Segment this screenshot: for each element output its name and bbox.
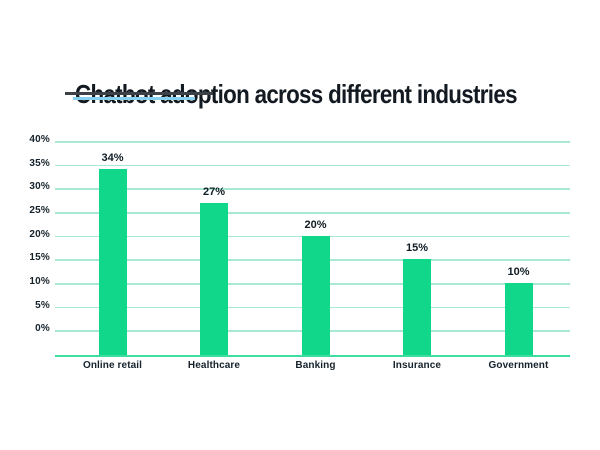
gridline — [55, 164, 570, 167]
x-axis-label: Healthcare — [187, 360, 241, 371]
title-underline-accent — [73, 97, 195, 100]
y-axis-tick-label: 15% — [29, 252, 50, 264]
x-axis-line — [55, 354, 570, 357]
x-axis-label: Government — [488, 360, 549, 371]
bar — [403, 259, 431, 356]
bar-value-label: 27% — [202, 185, 226, 198]
bar-value-label: 34% — [101, 152, 124, 165]
title-underline-dark — [65, 92, 213, 95]
bar-value-label: 20% — [304, 218, 327, 231]
bar — [301, 235, 330, 356]
gridline — [55, 212, 570, 214]
x-axis-label: Insurance — [392, 360, 442, 371]
y-axis-tick-label: 20% — [29, 228, 50, 240]
bar-value-label: 15% — [405, 242, 429, 255]
x-axis-label: Online retail — [82, 360, 143, 371]
y-axis-tick-label: 25% — [29, 205, 50, 216]
x-axis-label: Banking — [295, 360, 336, 371]
y-axis-tick-label: 5% — [35, 299, 50, 311]
bar — [98, 169, 127, 356]
gridline — [55, 141, 570, 143]
y-axis-tick-label: 40% — [29, 134, 50, 145]
y-axis-tick-label: 30% — [29, 181, 50, 193]
y-axis-tick-label: 10% — [29, 276, 50, 288]
y-axis-tick-label: 35% — [29, 157, 50, 169]
gridline — [55, 188, 570, 190]
bar — [200, 202, 228, 356]
bar-value-label: 10% — [507, 266, 530, 279]
bar — [504, 283, 533, 356]
y-axis-tick-label: 0% — [35, 323, 50, 335]
